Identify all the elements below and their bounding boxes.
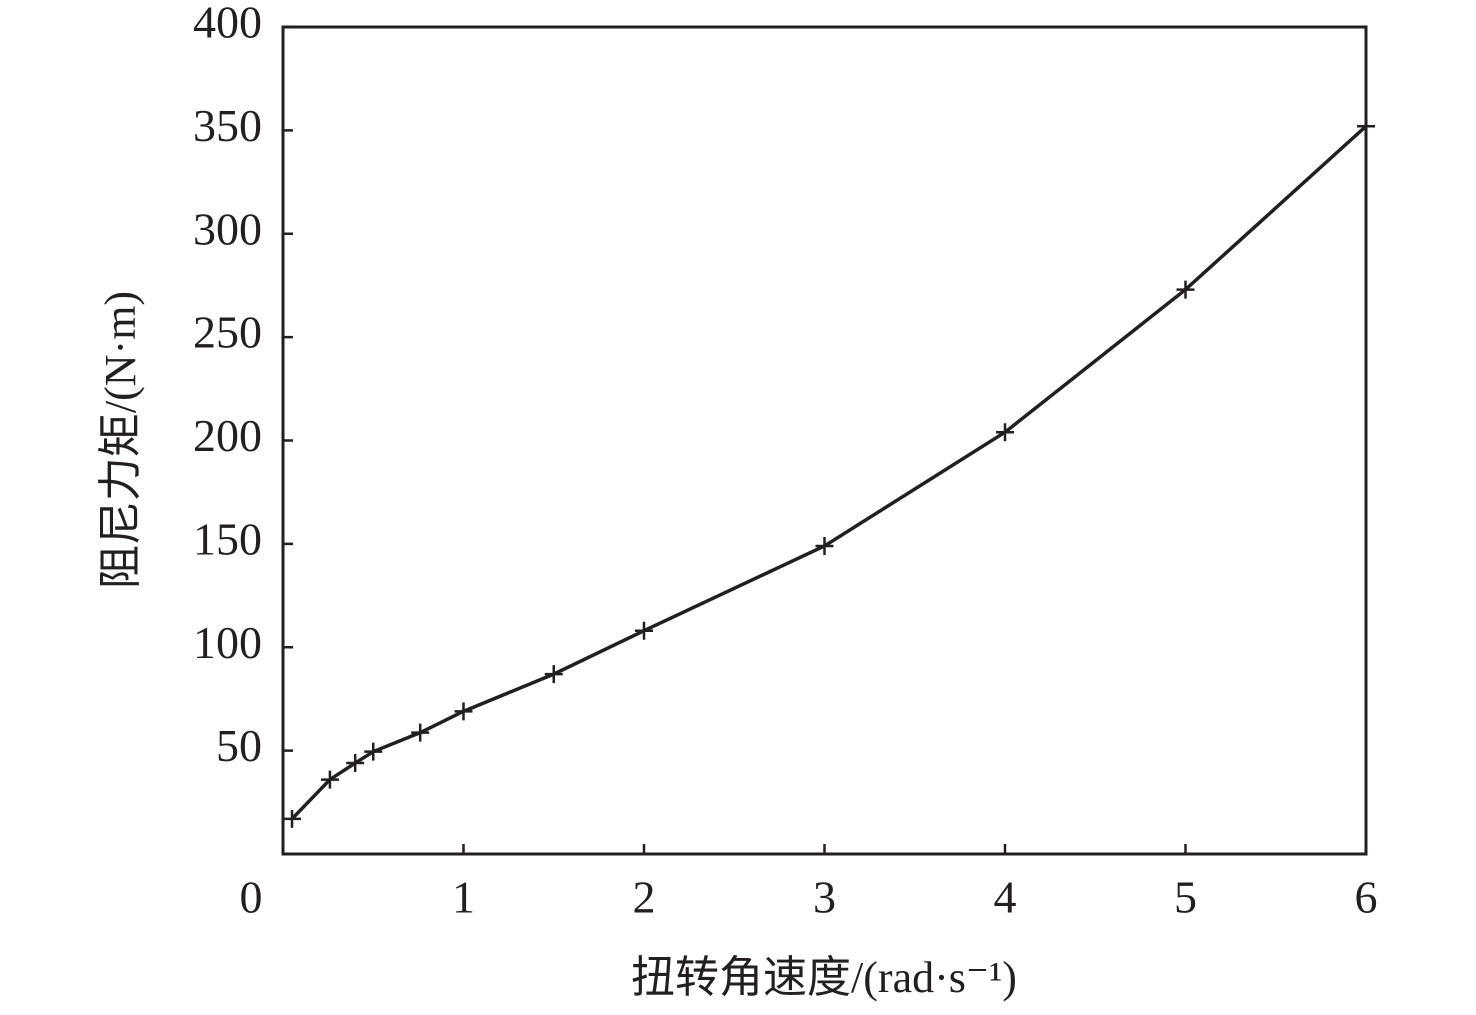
data-marker <box>1176 280 1195 299</box>
data-marker <box>1357 117 1375 136</box>
y-tick-label: 150 <box>193 513 262 564</box>
x-axis-label: 扭转角速度/(rad·s⁻¹) <box>631 953 1017 1002</box>
data-marker <box>283 809 302 828</box>
data-marker <box>320 770 339 789</box>
data-marker <box>364 742 383 761</box>
data-marker <box>996 423 1014 442</box>
y-tick-label: 250 <box>193 307 262 358</box>
x-tick-label: 5 <box>1174 872 1197 923</box>
data-marker <box>346 754 365 773</box>
y-tick-label: 200 <box>193 410 262 461</box>
x-tick-label: 6 <box>1355 872 1378 923</box>
plot-frame <box>281 25 1368 856</box>
x-tick-label: 4 <box>994 872 1017 923</box>
y-tick-label: 350 <box>193 100 262 151</box>
y-axis-label: 阻尼力矩/(N·m) <box>96 291 145 589</box>
x-tick-label: 3 <box>813 872 836 923</box>
data-marker <box>635 621 653 640</box>
y-tick-label: 400 <box>193 0 262 48</box>
data-marker <box>411 723 430 742</box>
data-marker <box>815 536 834 555</box>
y-tick-label: 50 <box>216 720 262 771</box>
y-tick-label: 300 <box>193 203 262 254</box>
data-marker <box>544 665 563 684</box>
y-tick-label: 100 <box>193 617 262 668</box>
data-line <box>290 124 1368 821</box>
data-marker <box>454 702 473 721</box>
x-tick-label: 1 <box>452 872 475 923</box>
x-tick-label: 0 <box>240 872 263 923</box>
x-tick-label: 2 <box>633 872 656 923</box>
